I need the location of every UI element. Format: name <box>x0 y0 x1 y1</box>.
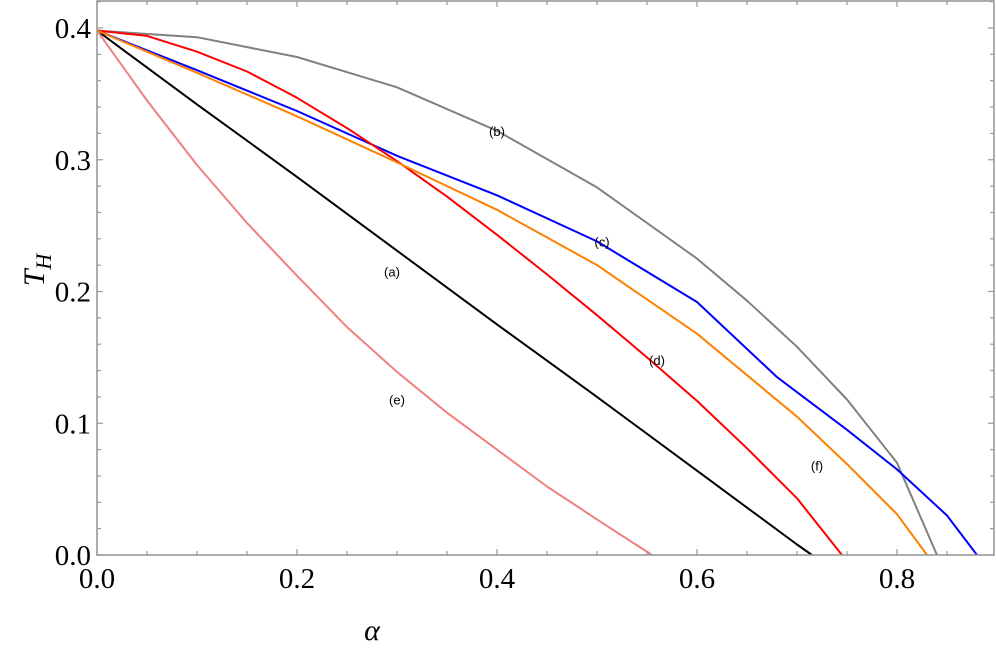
y-axis-title-subscript: H <box>31 253 56 271</box>
curve-label-b: (b) <box>489 124 505 139</box>
x-tick-label: 0.8 <box>879 563 915 595</box>
curve-e <box>96 30 653 556</box>
plot-curves <box>96 29 978 556</box>
y-axis-title-main: T <box>18 267 51 286</box>
y-tick-label: 0.4 <box>55 13 92 45</box>
plot-frame <box>96 0 995 556</box>
curve-label-f: (f) <box>811 458 823 473</box>
curve-c <box>96 29 978 556</box>
y-axis-title: TH <box>18 253 56 287</box>
x-axis-tick-labels: 0.0 0.2 0.4 0.6 0.8 <box>79 563 915 595</box>
y-tick-label: 0.0 <box>55 540 91 572</box>
curve-label-a: (a) <box>384 265 400 280</box>
x-axis-title: α <box>364 614 381 647</box>
curve-a <box>96 29 813 556</box>
y-axis-tick-labels: 0.0 0.1 0.2 0.3 0.4 <box>55 13 92 572</box>
x-tick-label: 0.6 <box>679 563 715 595</box>
x-tick-label: 0.4 <box>479 563 516 595</box>
curve-label-c: (c) <box>594 234 609 249</box>
svg-text:TH: TH <box>18 253 56 287</box>
y-tick-label: 0.2 <box>55 277 91 309</box>
y-tick-label: 0.3 <box>55 145 91 177</box>
curve-b <box>96 29 938 556</box>
y-tick-label: 0.1 <box>55 408 91 440</box>
curve-d <box>96 29 843 556</box>
curve-label-d: (d) <box>649 353 665 368</box>
curve-f <box>96 29 928 556</box>
x-tick-label: 0.2 <box>279 563 315 595</box>
x-tick-label: 0.0 <box>79 563 115 595</box>
curve-labels: (a) (b) (c) (d) (e) (f) <box>384 124 823 474</box>
axis-ticks <box>96 1 994 556</box>
curve-label-e: (e) <box>389 393 405 408</box>
